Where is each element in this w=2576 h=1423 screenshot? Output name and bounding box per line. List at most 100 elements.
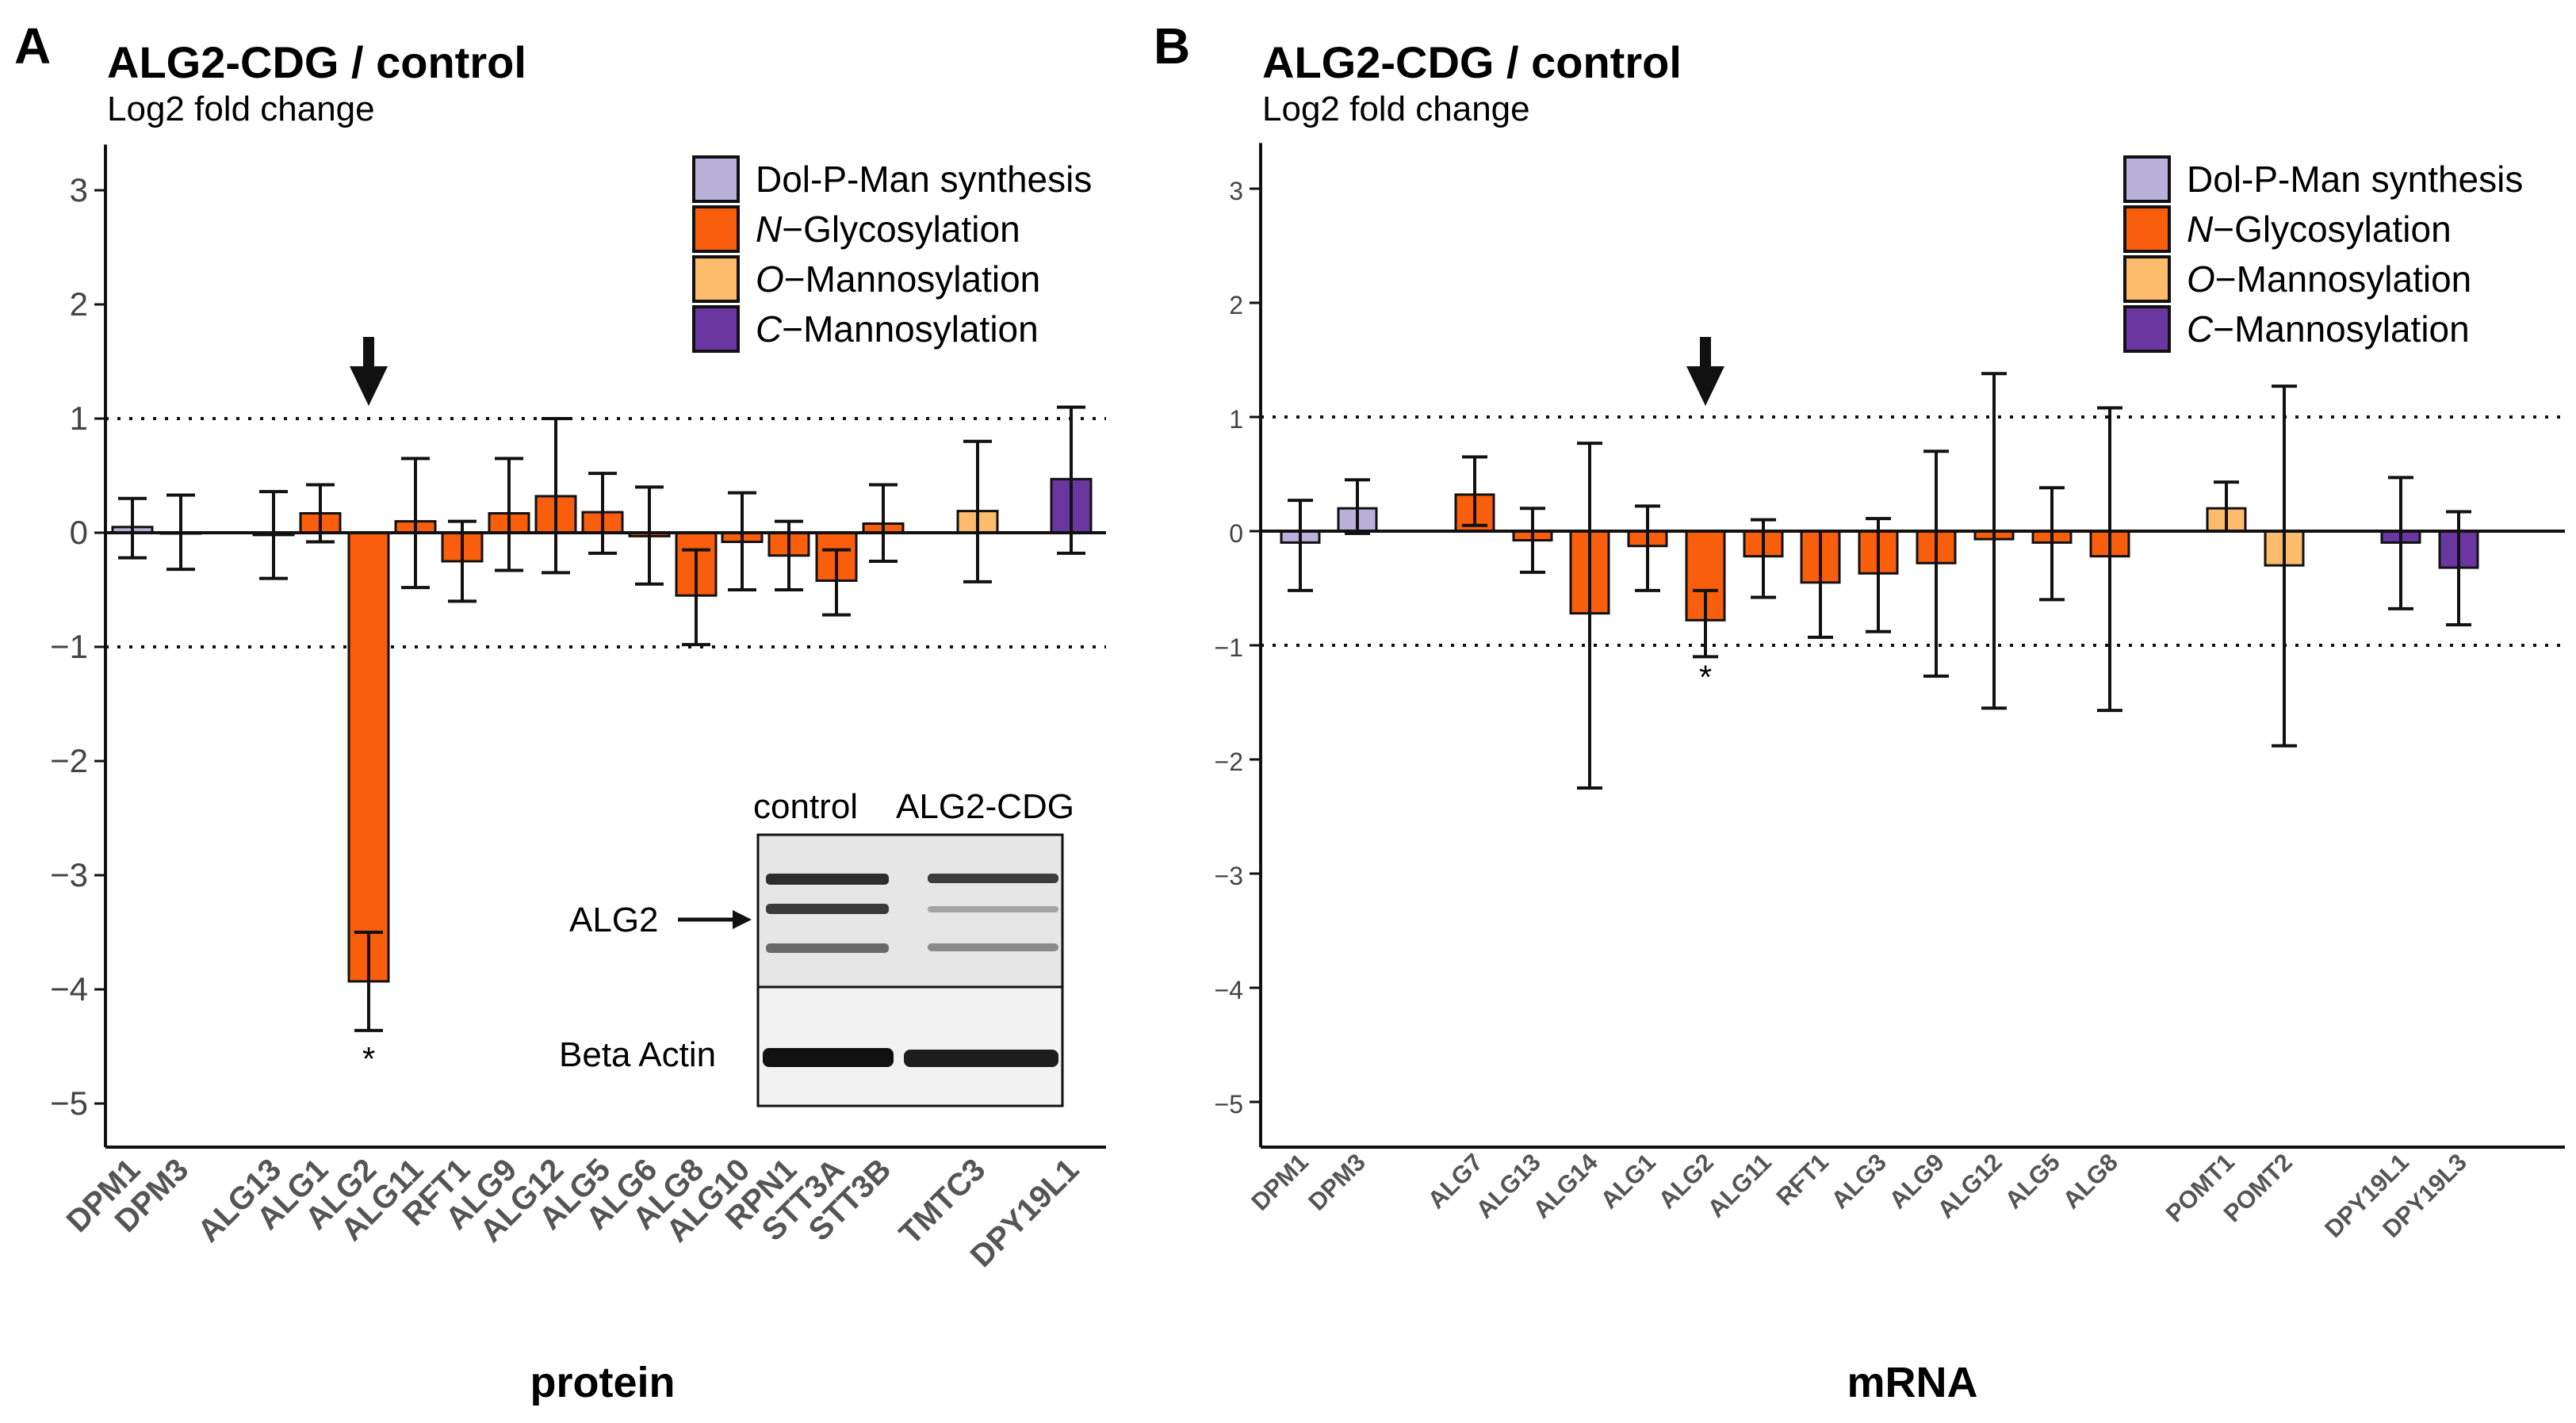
arrow-head	[1686, 366, 1724, 406]
error-bar-alg11	[401, 457, 430, 590]
legend-b: Dol-P-Man synthesisN−GlycosylationO−Mann…	[2123, 155, 2523, 353]
category-label-rft1: RFT1	[1770, 1148, 1834, 1211]
error-bar-dpm3	[1345, 478, 1370, 535]
y-tick-label: 1	[1229, 405, 1243, 434]
error-bar-dpy19l1	[2388, 476, 2413, 610]
significance-b: *	[1699, 658, 1712, 695]
error-bar-stt3a	[822, 548, 851, 617]
legend-prefix: C	[756, 308, 783, 350]
error-bar-alg7	[1462, 455, 1487, 527]
legend-text: −Glycosylation	[2213, 208, 2451, 250]
error-bars-a	[118, 405, 1085, 1032]
error-bar-alg2	[1693, 588, 1718, 659]
y-tick-label: 0	[70, 514, 88, 551]
legend-text: −Mannosylation	[784, 258, 1040, 300]
error-bar-alg12	[542, 417, 570, 575]
inset-row-beta-actin: Beta Actin	[559, 1035, 716, 1074]
legend-prefix: C	[2187, 308, 2214, 350]
significance-star: *	[1699, 658, 1712, 695]
bar-alg2	[347, 531, 390, 983]
blot-band	[766, 874, 889, 885]
down-arrow-icon	[1686, 337, 1724, 406]
legend-swatch-omann	[692, 255, 740, 303]
legend-swatch-cmann	[692, 305, 740, 353]
y-tick-label: −2	[1215, 748, 1243, 776]
category-label-alg12: ALG12	[1932, 1148, 2008, 1223]
error-bar-alg10	[728, 491, 756, 591]
legend-swatch-nglyc	[2123, 205, 2171, 253]
panel-label-b: B	[1154, 17, 1190, 75]
legend-swatch-nglyc	[692, 205, 740, 253]
inset-row-alg2: ALG2	[569, 901, 659, 939]
y-tick-label: 2	[1229, 291, 1243, 319]
down-arrow-icon	[350, 337, 388, 406]
category-label-alg1: ALG1	[1595, 1148, 1661, 1214]
legend-prefix: N	[2187, 208, 2214, 250]
y-tick-label: 2	[70, 285, 88, 323]
significance-star: *	[362, 1040, 375, 1077]
y-tick-label: 3	[70, 171, 88, 208]
legend-text: −Glycosylation	[782, 208, 1020, 250]
category-label-alg8: ALG8	[2057, 1148, 2123, 1214]
blot-band-alg2	[766, 904, 889, 914]
legend-a: Dol-P-Man synthesisN−GlycosylationO−Mann…	[692, 155, 1092, 353]
arrow-right-head	[733, 910, 752, 929]
inset-col-control: control	[753, 787, 858, 826]
error-bars-b	[1288, 372, 2471, 790]
y-tick-label: 3	[1229, 177, 1243, 205]
y-tick-label: −5	[50, 1084, 88, 1122]
legend-text: −Mannosylation	[2215, 258, 2471, 300]
legend-text: −Mannosylation	[2213, 308, 2469, 350]
panel-b: B ALG2-CDG / control Log2 fold change 3 2…	[1154, 17, 2565, 1406]
y-tick-label: −4	[1215, 976, 1243, 1004]
category-label-alg11: ALG11	[1702, 1148, 1777, 1222]
panel-a: A ALG2-CDG / control Log2 fold change 3 2…	[14, 17, 1106, 1406]
y-tick-label: 1	[70, 400, 88, 437]
y-axis-label-a: Log2 fold change	[107, 90, 375, 128]
error-bar-stt3b	[869, 483, 898, 563]
error-bar-dpm1	[118, 496, 147, 560]
legend-swatch-cmann	[2123, 305, 2171, 353]
category-label-alg5: ALG5	[2000, 1148, 2065, 1214]
legend-label-omann: O−Mannosylation	[2187, 258, 2471, 300]
error-bar-alg14	[1577, 442, 1602, 790]
blot-band	[766, 943, 889, 953]
y-tick-label: 0	[1229, 519, 1243, 548]
error-bar-alg6	[635, 485, 664, 586]
category-label-alg14: ALG14	[1528, 1148, 1604, 1224]
legend-prefix: N	[756, 208, 783, 250]
blot-actin-frame	[756, 985, 1064, 1107]
legend-label-omann: O−Mannosylation	[756, 258, 1040, 300]
western-blot-inset: control ALG2-CDG ALG2 Beta Actin	[559, 787, 1074, 1107]
legend-label-nglyc: N−Glycosylation	[2187, 208, 2452, 250]
error-bar-alg13	[1520, 507, 1545, 574]
error-bar-alg8	[682, 548, 710, 647]
error-bar-pomt2	[2272, 384, 2297, 748]
error-bar-alg2	[354, 931, 383, 1032]
y-tick-label: −3	[50, 856, 88, 893]
error-bar-alg13	[259, 490, 288, 580]
blot-band-alg2	[928, 906, 1058, 912]
y-tick-label: −1	[1215, 633, 1243, 662]
error-bar-alg3	[1866, 517, 1891, 633]
legend-prefix: O	[756, 258, 784, 300]
chart-title-b: ALG2-CDG / control	[1262, 37, 1682, 87]
arrow-shaft	[1700, 337, 1711, 369]
legend-text: −Mannosylation	[782, 308, 1038, 350]
category-labels-a: DPM1DPM3ALG13ALG1ALG2ALG11RFT1ALG9ALG12A…	[60, 1152, 1086, 1274]
blot-band-actin	[904, 1050, 1058, 1067]
y-tick-label: −1	[50, 628, 88, 665]
error-bar-dpm1	[1288, 499, 1313, 592]
legend-label-dolpman: Dol-P-Man synthesis	[2187, 159, 2523, 200]
legend-text: Dol-P-Man synthesis	[756, 159, 1092, 200]
category-label-dpm1: DPM1	[1246, 1148, 1314, 1216]
x-axis-label-a: protein	[530, 1359, 676, 1406]
x-axis-label-b: mRNA	[1847, 1359, 1977, 1406]
legend-label-cmann: C−Mannosylation	[756, 308, 1039, 350]
error-bar-alg5	[2039, 486, 2065, 602]
reference-lines-a	[105, 417, 1106, 648]
category-label-alg3: ALG3	[1826, 1148, 1892, 1214]
legend-prefix: O	[2187, 258, 2215, 300]
